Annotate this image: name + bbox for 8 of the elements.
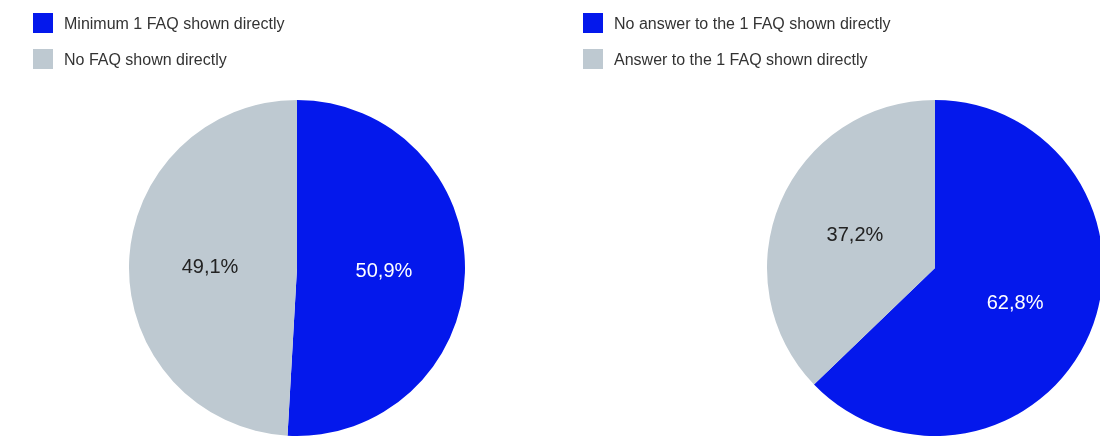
data-label: 49,1%	[181, 254, 239, 277]
legend-label: Minimum 1 FAQ shown directly	[64, 14, 285, 32]
legend-label: No answer to the 1 FAQ shown directly	[614, 14, 891, 32]
data-label: 37,2%	[826, 222, 884, 245]
legend-label: Answer to the 1 FAQ shown directly	[614, 50, 868, 68]
data-label: 50,9%	[355, 259, 413, 282]
legend-label: No FAQ shown directly	[64, 50, 227, 68]
data-label: 62,8%	[986, 291, 1044, 314]
